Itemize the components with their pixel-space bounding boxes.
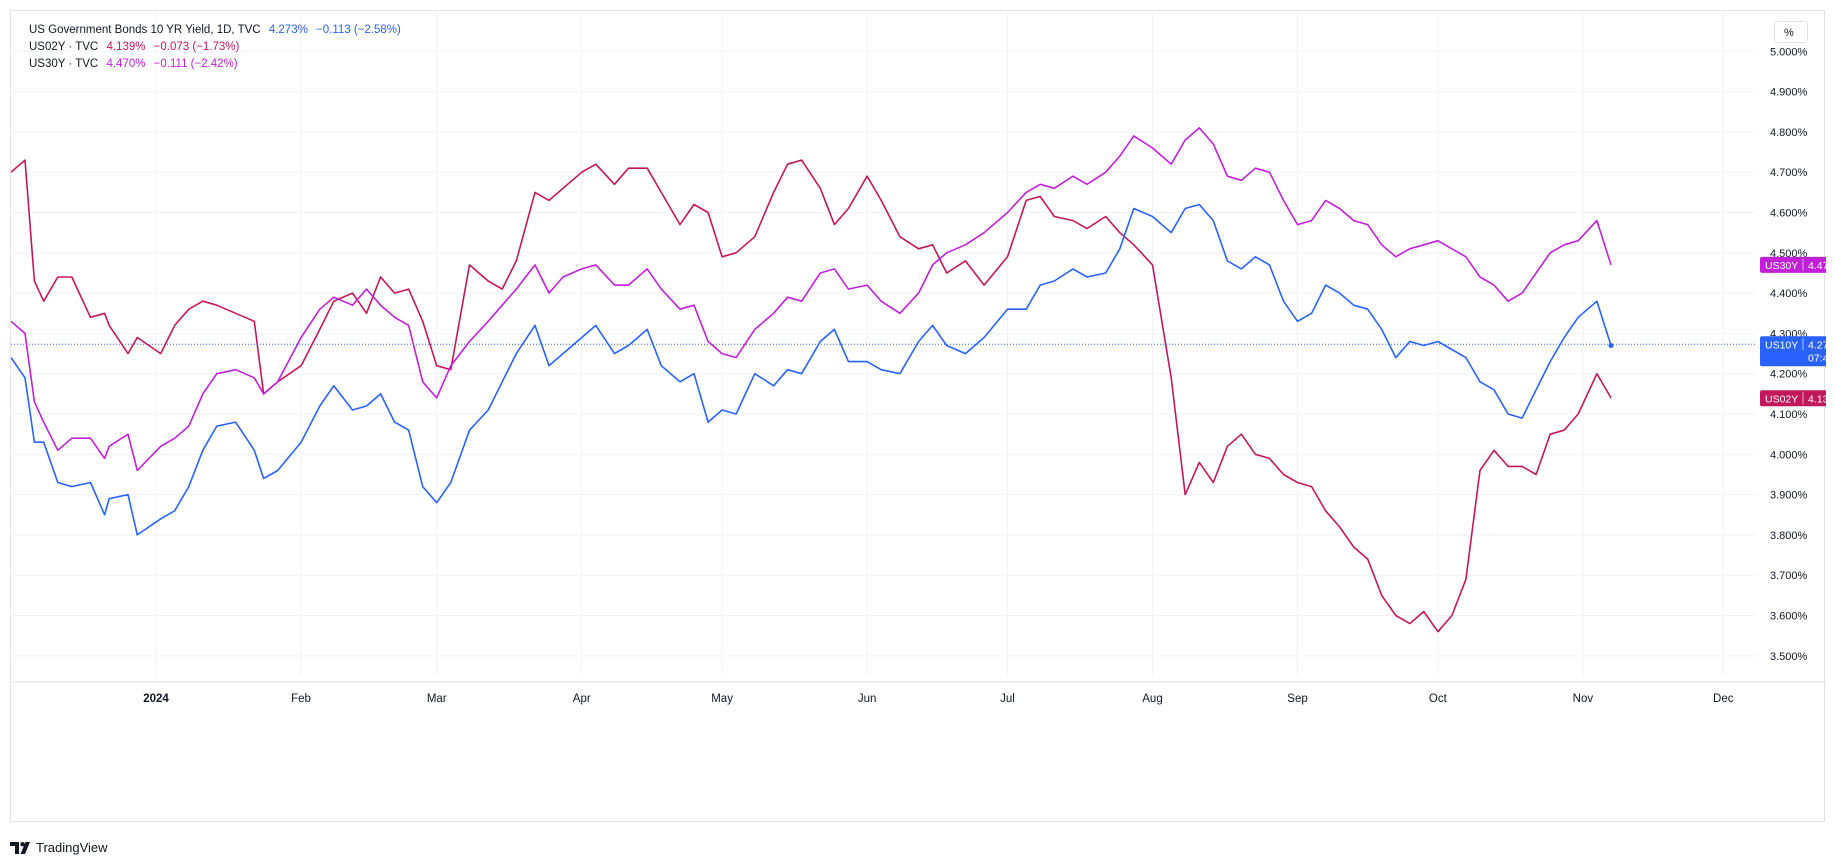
x-tick-label: Sep bbox=[1287, 693, 1307, 705]
us02y-tag bbox=[1760, 390, 1826, 407]
x-tick-label: Dec bbox=[1713, 693, 1734, 705]
y-tick-label: 4.800% bbox=[1770, 127, 1808, 139]
legend-change: −0.111 (−2.42%) bbox=[153, 58, 238, 70]
x-tick-label: 2024 bbox=[143, 693, 169, 705]
legend-row-us30y[interactable]: US30Y · TVC 4.470% −0.111 (−2.42%) bbox=[29, 56, 406, 73]
y-tick-label: 4.700% bbox=[1770, 167, 1808, 179]
x-tick-label: May bbox=[711, 693, 733, 705]
legend-name: US02Y · TVC bbox=[29, 41, 99, 53]
series-line-us10y[interactable] bbox=[11, 203, 1612, 536]
legend-name: US30Y · TVC bbox=[29, 58, 99, 70]
line-chart[interactable]: 3.500% 3.600% 3.700% 3.800% 3.900% 4.000% 4.10… bbox=[11, 11, 1826, 823]
legend-name: US Government Bonds 10 YR Yield, 1D, TVC bbox=[29, 24, 261, 36]
legend-change: −0.073 (−1.73%) bbox=[153, 41, 240, 53]
x-tick-label: Apr bbox=[573, 693, 591, 705]
us10y-tag-time: 07:44:09 bbox=[1808, 352, 1826, 364]
us02y-tag-value: 4.139% bbox=[1808, 393, 1826, 405]
tradingview-logo-icon bbox=[10, 841, 30, 854]
last-value-dot bbox=[1608, 343, 1614, 349]
y-tick-label: 4.100% bbox=[1770, 409, 1808, 421]
y-tick-label: 3.600% bbox=[1770, 611, 1808, 623]
us10y-tag bbox=[1760, 336, 1826, 367]
x-tick-label: Nov bbox=[1573, 693, 1594, 705]
y-tick-label: 3.500% bbox=[1770, 651, 1808, 663]
y-tick-label: 5.000% bbox=[1770, 46, 1808, 58]
y-tick-label: 4.000% bbox=[1770, 449, 1808, 461]
tradingview-label: TradingView bbox=[36, 840, 108, 855]
x-tick-label: Jul bbox=[1000, 693, 1015, 705]
legend-change: −0.113 (−2.58%) bbox=[316, 24, 401, 36]
percent-scale-button[interactable]: % bbox=[1774, 21, 1808, 43]
chart-frame[interactable]: 3.500% 3.600% 3.700% 3.800% 3.900% 4.000% 4.10… bbox=[10, 10, 1826, 823]
y-tick-label: 4.900% bbox=[1770, 87, 1808, 99]
legend: US Government Bonds 10 YR Yield, 1D, TVC… bbox=[29, 22, 406, 73]
tradingview-logo[interactable]: TradingView bbox=[10, 840, 108, 855]
legend-row-us02y[interactable]: US02Y · TVC 4.139% −0.073 (−1.73%) bbox=[29, 39, 406, 56]
y-tick-label: 4.600% bbox=[1770, 208, 1808, 220]
us30y-tag bbox=[1760, 256, 1826, 273]
x-tick-label: Aug bbox=[1142, 693, 1162, 705]
us10y-tag-label: US10Y bbox=[1765, 339, 1798, 351]
series-line-us02y[interactable] bbox=[11, 159, 1612, 633]
y-tick-label: 4.400% bbox=[1770, 288, 1808, 300]
x-tick-label: Oct bbox=[1429, 693, 1448, 705]
x-tick-label: Jun bbox=[858, 693, 877, 705]
series-line-us30y[interactable] bbox=[11, 127, 1612, 472]
y-tick-label: 3.700% bbox=[1770, 570, 1808, 582]
us30y-tag-label: US30Y bbox=[1765, 260, 1798, 272]
y-tick-label: 3.800% bbox=[1770, 530, 1808, 542]
legend-value: 4.273% bbox=[268, 24, 308, 36]
legend-value: 4.470% bbox=[106, 58, 146, 70]
y-tick-label: 4.500% bbox=[1770, 248, 1808, 260]
legend-row-us10y[interactable]: US Government Bonds 10 YR Yield, 1D, TVC… bbox=[29, 22, 406, 39]
legend-value: 4.139% bbox=[106, 41, 146, 53]
us10y-tag-value: 4.273% bbox=[1808, 339, 1826, 351]
x-tick-label: Mar bbox=[427, 693, 447, 705]
y-tick-label: 3.900% bbox=[1770, 490, 1808, 502]
x-tick-label: Feb bbox=[291, 693, 311, 705]
y-tick-label: 4.200% bbox=[1770, 369, 1808, 381]
us30y-tag-value: 4.470% bbox=[1808, 260, 1826, 272]
us02y-tag-label: US02Y bbox=[1765, 393, 1798, 405]
